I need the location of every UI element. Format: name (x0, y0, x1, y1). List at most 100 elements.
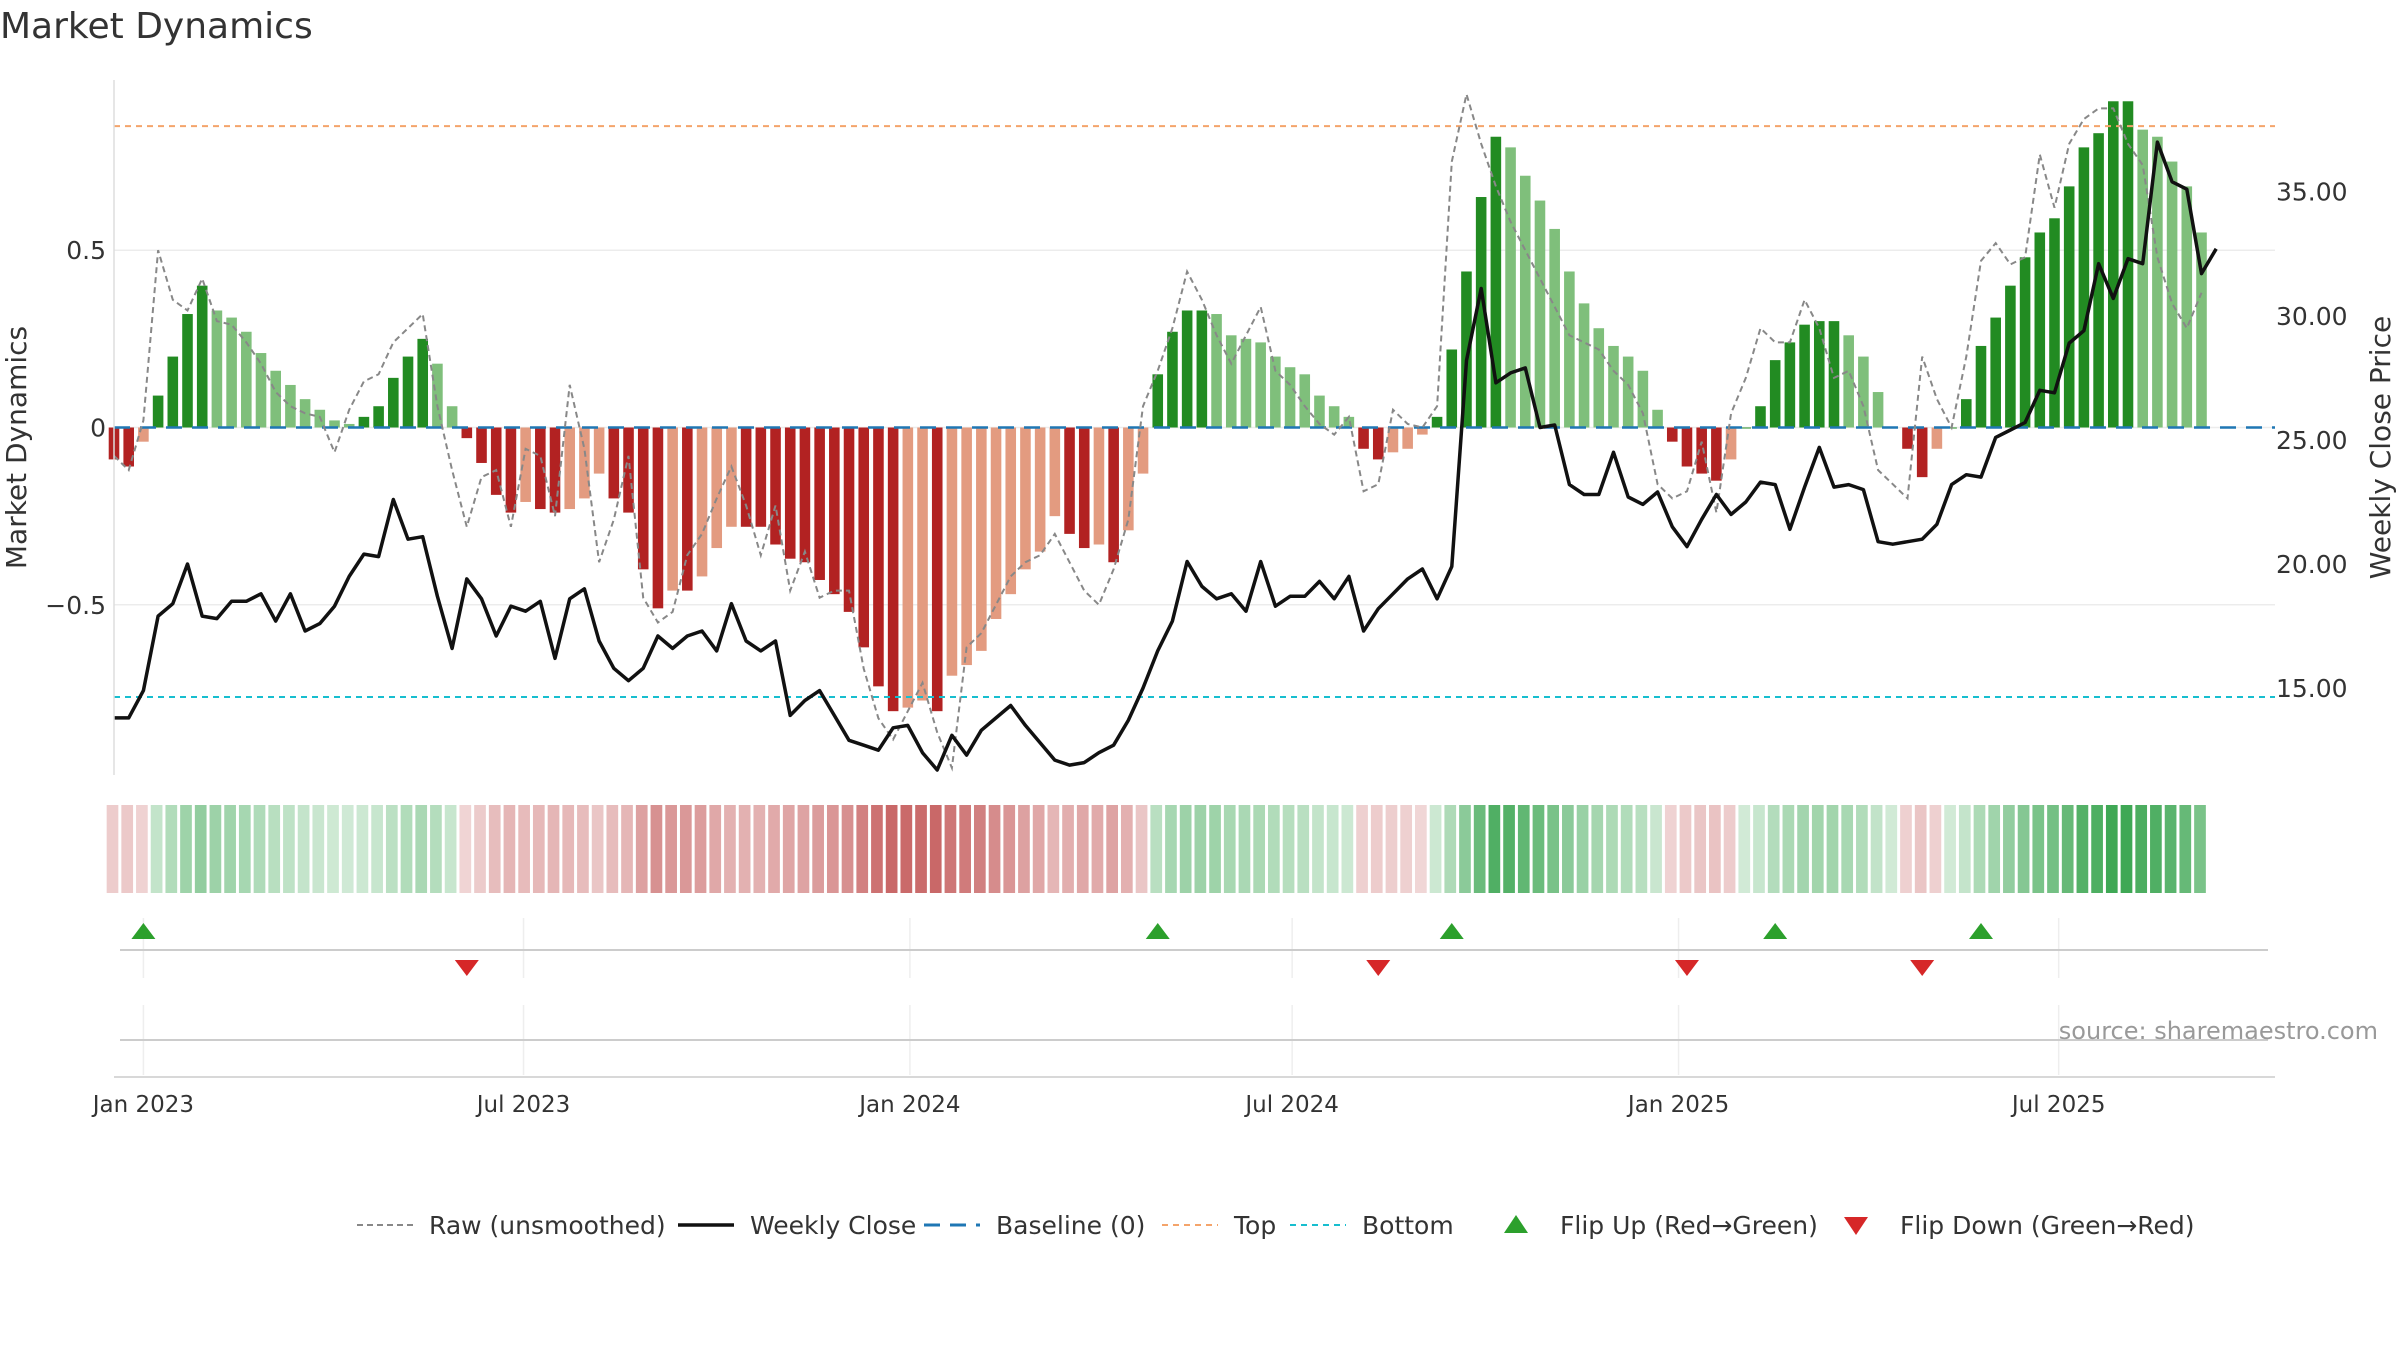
regime-cell (650, 805, 663, 893)
flip-down-marker (1674, 960, 1699, 976)
regime-cell (1562, 805, 1574, 893)
regime-cell (1532, 805, 1545, 893)
flip-down-marker (454, 960, 479, 976)
regime-cell (1517, 805, 1530, 893)
regime-cell (900, 805, 913, 893)
regime-cell (1503, 805, 1515, 893)
regime-cell (2032, 805, 2045, 893)
legend-item-top[interactable]: Top (1162, 1211, 1276, 1240)
dynamics-bar (1299, 374, 1311, 428)
dynamics-bar (579, 427, 590, 499)
dynamics-bar (270, 370, 281, 428)
legend-flip-up-swatch (1504, 1215, 1528, 1233)
regime-cell (929, 805, 942, 893)
regime-cell (1591, 805, 1604, 893)
dynamics-bar (343, 423, 355, 428)
regime-cell (1841, 805, 1854, 893)
legend-item-flip-up[interactable]: Flip Up (Red→Green) (1504, 1211, 1818, 1240)
regime-cell (1885, 805, 1898, 893)
dynamics-bar (1975, 345, 1987, 428)
dynamics-bar (1328, 406, 1340, 428)
dynamics-bar (873, 427, 884, 687)
regime-cell (356, 805, 369, 893)
dynamics-bar (1167, 331, 1178, 428)
dynamics-bar (1519, 175, 1531, 428)
regime-cell (1238, 805, 1251, 893)
dynamics-bar (2078, 147, 2090, 428)
regime-cell (606, 805, 619, 893)
dynamics-bar (1020, 427, 1031, 570)
y2-tick-label: 20.00 (2276, 550, 2348, 579)
dynamics-bar (1475, 197, 1487, 428)
dynamics-bar (1049, 427, 1061, 517)
y2-tick-label: 35.00 (2276, 178, 2348, 207)
regime-cell (165, 805, 178, 893)
regime-cell (959, 805, 971, 893)
dynamics-bar (1534, 200, 1546, 428)
regime-cell (1150, 805, 1163, 893)
legend[interactable]: Raw (unsmoothed) Weekly Close Baseline (0)… (357, 1211, 2195, 1240)
regime-cell (121, 805, 134, 893)
dynamics-bar (1593, 328, 1605, 428)
close-line (114, 140, 2218, 772)
regime-cell (488, 805, 501, 893)
dynamics-bar (1402, 427, 1413, 449)
legend-label: Raw (unsmoothed) (429, 1211, 666, 1240)
dynamics-bar (1064, 427, 1075, 534)
regime-cell (1488, 805, 1501, 893)
regime-cell (591, 805, 604, 893)
legend-item-flip-down[interactable]: Flip Down (Green→Red) (1844, 1211, 2195, 1240)
dynamics-bar (1990, 317, 2001, 428)
dynamics-bar (593, 427, 605, 474)
dynamics-bar (1711, 427, 1722, 481)
legend-item-bottom[interactable]: Bottom (1290, 1211, 1454, 1240)
legend-item-close[interactable]: Weekly Close (678, 1211, 916, 1240)
dynamics-bar (902, 427, 914, 708)
regime-cell (532, 805, 545, 893)
regime-cell (1282, 805, 1295, 893)
legend-item-raw[interactable]: Raw (unsmoothed) (357, 1211, 666, 1240)
y2-axis-label: Weekly Close Price (2364, 316, 2397, 579)
empty-panel (120, 1005, 2268, 1075)
legend-item-baseline[interactable]: Baseline (0) (924, 1211, 1145, 1240)
regime-cell (1106, 805, 1118, 893)
dynamics-bar (241, 331, 252, 428)
regime-cell (826, 805, 839, 893)
legend-label: Baseline (0) (996, 1211, 1145, 1240)
regime-cell (1385, 805, 1398, 893)
dynamics-bar (770, 427, 781, 545)
dynamics-bar (667, 427, 678, 591)
regime-cell (1914, 805, 1927, 893)
regime-cell (1679, 805, 1692, 893)
regime-cell (1312, 805, 1324, 893)
dynamics-bar (1123, 427, 1134, 531)
dynamics-bar (1270, 356, 1281, 428)
dynamics-bar (755, 427, 767, 527)
regime-cell (136, 805, 148, 893)
dynamics-bar (990, 427, 1002, 619)
regime-cell (2105, 805, 2118, 893)
flip-markers-panel (120, 918, 2268, 978)
y-tick-label: 0.5 (66, 236, 106, 265)
dynamics-bar (1769, 360, 1781, 428)
dynamics-bar (1372, 427, 1384, 460)
dynamics-bar (1872, 392, 1884, 428)
dynamics-bar (946, 427, 958, 676)
regime-cell (474, 805, 486, 893)
regime-cell (253, 805, 266, 893)
dynamics-bar (432, 363, 443, 428)
regime-cell (915, 805, 927, 893)
regime-cell (782, 805, 795, 893)
dynamics-bar (2019, 257, 2031, 428)
y2-tick-label: 15.00 (2276, 674, 2348, 703)
regime-cell (1018, 805, 1030, 893)
raw-series (113, 93, 2203, 772)
regime-cell (621, 805, 633, 893)
regime-cell (2017, 805, 2030, 893)
regime-cell (1635, 805, 1648, 893)
dynamics-bar (196, 285, 208, 428)
regime-cell (1797, 805, 1809, 893)
dynamics-bar (1417, 427, 1428, 435)
dynamics-bar (1108, 427, 1119, 563)
